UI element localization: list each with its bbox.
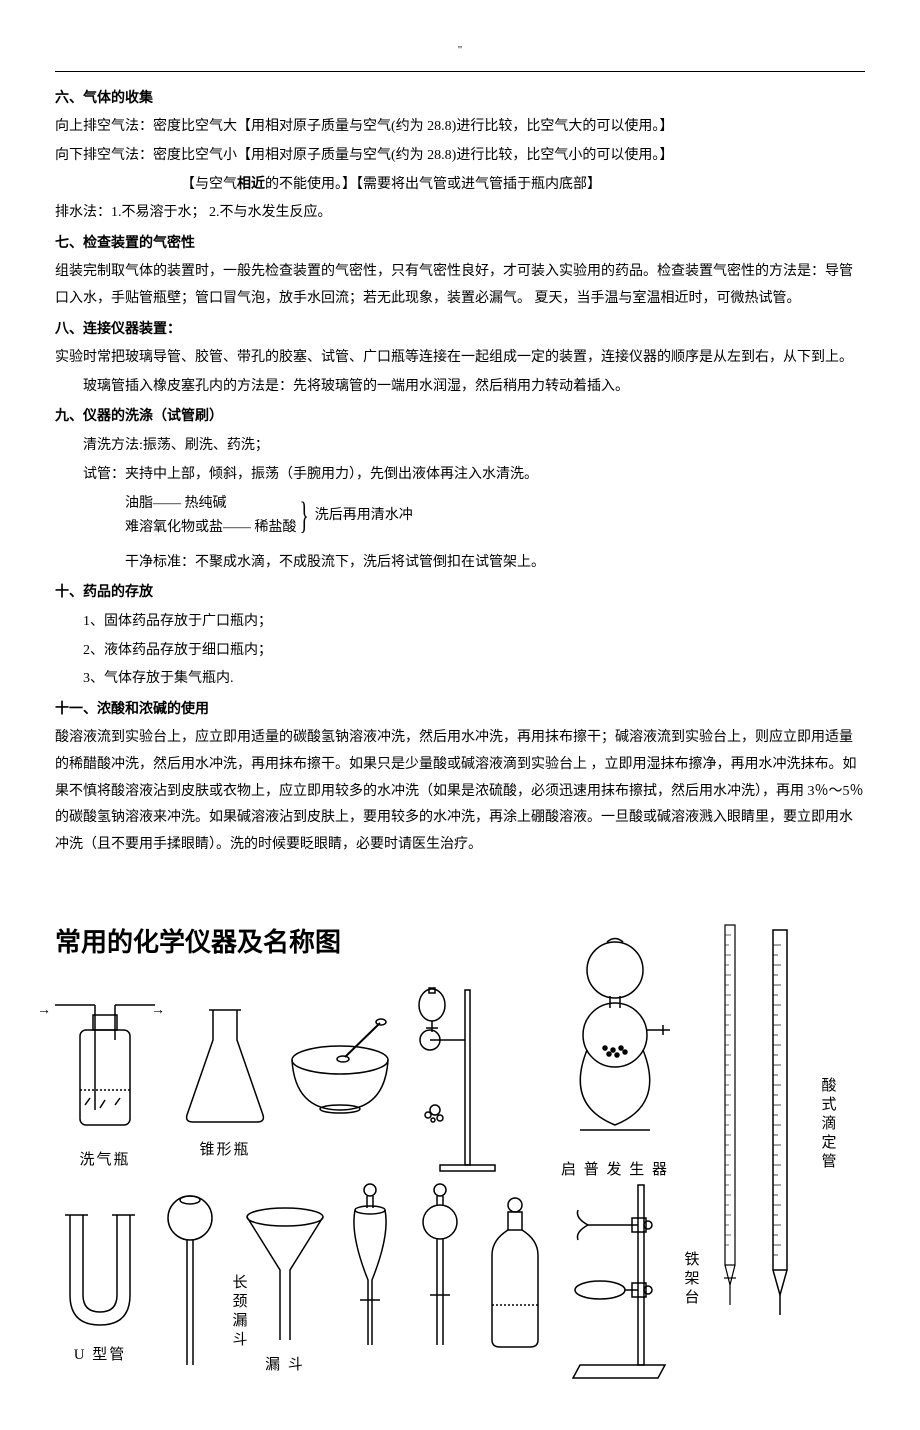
erlenmeyer-icon	[175, 1000, 275, 1130]
funnel-label: 漏 斗	[265, 1351, 305, 1380]
s9-title: 九、仪器的洗涤（试管刷）	[55, 404, 865, 431]
funnel: 漏 斗	[240, 1205, 330, 1380]
wash-bottle-label: 洗气瓶	[79, 1146, 130, 1175]
sep-funnel-bulb-icon	[410, 1180, 470, 1360]
burette-icon	[755, 925, 805, 1325]
erlenmeyer-label: 锥形瓶	[199, 1136, 250, 1165]
s6-l4: 排水法：1.不易溶于水； 2.不与水发生反应。	[55, 200, 865, 227]
reagent-bottle	[480, 1195, 550, 1355]
s6-l3b: 相近	[237, 177, 265, 192]
kipp-icon	[535, 930, 695, 1150]
s11-title: 十一、浓酸和浓碱的使用	[55, 697, 865, 724]
arrow-in-icon: →	[37, 998, 51, 1025]
s6-l3a: 【与空气	[181, 177, 237, 192]
sep-funnel	[340, 1180, 400, 1360]
u-tube-icon	[55, 1205, 145, 1335]
s9-b1: 油脂—— 热纯碱	[125, 492, 297, 516]
s10-l1: 1、固体药品存放于广口瓶内；	[55, 609, 865, 636]
burette-label: 酸式滴定管	[813, 1077, 842, 1172]
wash-bottle: 洗气瓶	[55, 990, 155, 1175]
s8-l2: 玻璃管插入橡皮塞孔内的方法是：先将玻璃管的一端用水润湿，然后稍用力转动着插入。	[55, 374, 865, 401]
apparatus-figure: → → 洗气瓶 锥形瓶	[55, 980, 865, 1410]
reagent-bottle-icon	[480, 1195, 550, 1355]
s8-l1: 实验时常把玻璃导管、胶管、带孔的胶塞、试管、广口瓶等连接在一起组成一定的装置，连…	[55, 345, 865, 372]
s9-brace-group: 油脂—— 热纯碱 难溶氧化物或盐—— 稀盐酸 } 洗后再用清水冲	[55, 492, 865, 540]
sep-funnel-icon	[340, 1180, 400, 1360]
s6-l3c: 的不能使用。】【需要将出气管或进气管插于瓶内底部】	[265, 177, 601, 192]
sep-funnel-stand	[410, 980, 500, 1175]
burette: 酸式滴定管	[755, 925, 920, 1325]
s6-title: 六、气体的收集	[55, 86, 865, 113]
erlenmeyer: 锥形瓶	[175, 1000, 275, 1165]
s6-l1: 向上排空气法：密度比空气大【用相对原子质量与空气(约为 28.8)进行比较，比空…	[55, 114, 865, 141]
iron-stand-icon	[560, 1180, 670, 1380]
iron-stand-label: 铁架台	[676, 1251, 705, 1308]
brace-icon: }	[299, 497, 308, 535]
s10-l2: 2、液体药品存放于细口瓶内；	[55, 638, 865, 665]
s7-title: 七、检查装置的气密性	[55, 231, 865, 258]
s7-p: 组装完制取气体的装置时，一般先检查装置的气密性，只有气密性良好，才可装入实验用的…	[55, 259, 865, 312]
mortar	[285, 1015, 395, 1125]
s9-b-after: 洗后再用清水冲	[315, 503, 413, 530]
s9-l2: 试管：夹持中上部，倾斜，振荡（手腕用力），先倒出液体再注入水清洗。	[55, 462, 865, 489]
iron-stand: 铁架台	[560, 1180, 762, 1380]
u-tube-label: U 型管	[74, 1341, 127, 1370]
long-funnel-icon	[160, 1190, 220, 1370]
page-header-mark: "	[55, 40, 865, 63]
s9-l1: 清洗方法:振荡、刷洗、药洗；	[55, 433, 865, 460]
u-tube: U 型管	[55, 1205, 145, 1370]
s11-p: 酸溶液流到实验台上，应立即用适量的碳酸氢钠溶液冲洗，然后用水冲洗，再用抹布擦干；…	[55, 725, 865, 858]
s10-title: 十、药品的存放	[55, 580, 865, 607]
s8-title: 八、连接仪器装置：	[55, 317, 865, 344]
kipp-generator: 启 普 发 生 器	[535, 930, 695, 1185]
wash-bottle-icon	[55, 990, 155, 1140]
mortar-icon	[285, 1015, 395, 1125]
s9-b2: 难溶氧化物或盐—— 稀盐酸	[125, 516, 297, 540]
sep-funnel-bulb	[410, 1180, 470, 1360]
funnel-icon	[240, 1205, 330, 1345]
sep-funnel-stand-icon	[410, 980, 500, 1175]
s6-l2: 向下排空气法：密度比空气小【用相对原子质量与空气(约为 28.8)进行比较，比空…	[55, 143, 865, 170]
s6-l3: 【与空气相近的不能使用。】【需要将出气管或进气管插于瓶内底部】	[55, 172, 865, 199]
s10-l3: 3、气体存放于集气瓶内.	[55, 666, 865, 693]
header-rule	[55, 71, 865, 72]
s9-l3: 干净标准：不聚成水滴，不成股流下，洗后将试管倒扣在试管架上。	[55, 550, 865, 577]
